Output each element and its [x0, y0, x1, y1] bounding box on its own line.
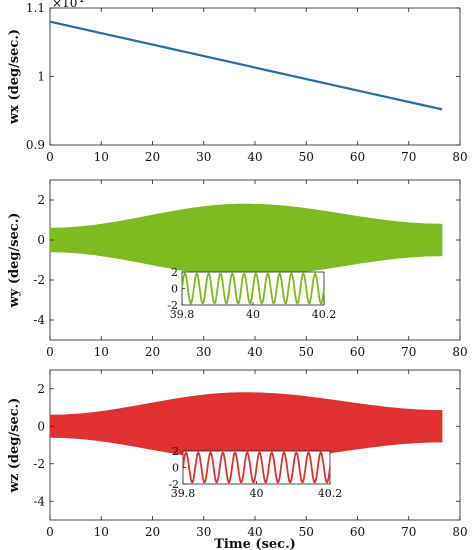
- y-axis-label: wz (deg/sec.): [7, 398, 22, 494]
- y-axis-label: wy (deg/sec.): [7, 213, 22, 309]
- y-tick-label: 0: [37, 233, 45, 247]
- inset-y-tick-label: 2: [172, 445, 179, 458]
- x-tick-label: 70: [401, 150, 416, 164]
- inset-x-tick-label: 40.2: [312, 308, 337, 321]
- x-tick-label: 60: [350, 150, 365, 164]
- y-tick-label: 0: [37, 419, 45, 433]
- y-multiplier-base: ×10: [52, 0, 77, 10]
- x-tick-label: 20: [145, 150, 160, 164]
- inset-x-tick-label: 40: [246, 308, 260, 321]
- inset-x-tick-label: 40.2: [318, 487, 343, 500]
- y-tick-label: 0.9: [26, 138, 45, 152]
- x-tick-label: 60: [350, 525, 365, 539]
- x-tick-label: 10: [94, 525, 109, 539]
- y-multiplier: ×104: [52, 0, 84, 10]
- axes-frame: [49, 7, 461, 146]
- x-tick-label: 10: [94, 345, 109, 359]
- inset-y-tick-label: 0: [172, 462, 179, 475]
- x-tick-label: 0: [46, 525, 54, 539]
- series-area: [49, 392, 443, 461]
- x-tick-label: 0: [46, 345, 54, 359]
- inset: 39.8 40 40.2 -2 0 2: [167, 266, 336, 321]
- x-tick-label: 0: [46, 150, 54, 164]
- y-tick-label: -4: [33, 313, 45, 327]
- x-tick-label: 40: [247, 150, 262, 164]
- inset-x-tick-label: 39.8: [170, 308, 195, 321]
- x-tick-label: 80: [452, 150, 467, 164]
- x-tick-label: 80: [452, 525, 467, 539]
- y-axis-label: wx (deg/sec.): [7, 29, 22, 125]
- y-tick-label: 1.1: [26, 1, 45, 15]
- y-tick-label: -2: [33, 273, 45, 287]
- x-tick-label: 30: [196, 525, 211, 539]
- x-tick-label: 30: [196, 345, 211, 359]
- y-tick-label: 1: [37, 70, 45, 84]
- x-tick-label: 40: [247, 345, 262, 359]
- x-tick-label: 20: [145, 345, 160, 359]
- x-tick-label: 30: [196, 150, 211, 164]
- x-tick-label: 70: [401, 345, 416, 359]
- x-axis-label: Time (sec.): [214, 537, 296, 550]
- inset-y-tick-label: 0: [171, 283, 178, 296]
- x-tick-label: 50: [299, 345, 314, 359]
- inset: 39.8 40 40.2 -2 0 2: [168, 445, 342, 500]
- y-tick-label: 2: [37, 382, 45, 396]
- x-tick-label: 10: [94, 150, 109, 164]
- y-tick-label: 2: [37, 193, 45, 207]
- inset-x-tick-label: 40: [250, 487, 264, 500]
- inset-wave: [182, 451, 331, 484]
- x-tick-label: 40: [247, 525, 262, 539]
- series-area: [49, 203, 443, 277]
- inset-y-tick-label: 2: [171, 266, 178, 279]
- panel-1: 0 10 20 30 40 50 60 70 80 0.9 1 1.1 ×104 wx (deg/sec.…: [7, 0, 468, 164]
- x-tick-label: 80: [452, 345, 467, 359]
- inset-y-tick-label: -2: [167, 299, 178, 312]
- x-tick-label: 20: [145, 525, 160, 539]
- x-tick-label: 50: [299, 150, 314, 164]
- x-tick-label: 60: [350, 345, 365, 359]
- x-tick-label: 70: [401, 525, 416, 539]
- inset-x-tick-label: 39.8: [171, 487, 196, 500]
- series-line: [49, 20, 443, 111]
- x-tick-label: 50: [299, 525, 314, 539]
- y-multiplier-exponent: 4: [77, 0, 84, 5]
- y-tick-label: -4: [33, 494, 45, 508]
- y-tick-label: -2: [33, 457, 45, 471]
- inset-wave: [181, 272, 325, 305]
- inset-y-tick-label: -2: [168, 478, 179, 491]
